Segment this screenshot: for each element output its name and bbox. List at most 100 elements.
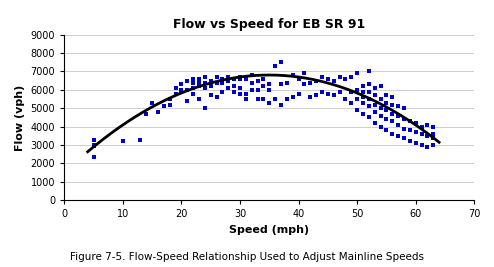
Point	[236, 86, 244, 90]
Point	[253, 88, 261, 92]
Point	[341, 97, 349, 101]
Point	[212, 75, 220, 79]
Point	[212, 95, 220, 99]
Point	[89, 155, 97, 159]
Point	[218, 90, 226, 94]
Point	[365, 115, 373, 120]
Point	[412, 141, 419, 145]
Point	[206, 78, 214, 83]
Point	[417, 143, 425, 147]
Point	[154, 110, 162, 114]
Point	[429, 124, 437, 129]
Point	[189, 80, 197, 85]
Point	[359, 90, 367, 94]
Y-axis label: Flow (vph): Flow (vph)	[15, 84, 25, 151]
Point	[382, 128, 390, 132]
Point	[388, 132, 396, 136]
Point	[277, 103, 285, 107]
Point	[365, 97, 373, 101]
Point	[359, 112, 367, 116]
Point	[300, 82, 308, 87]
Point	[236, 77, 244, 81]
Point	[376, 124, 384, 129]
Point	[195, 97, 203, 101]
Point	[335, 75, 343, 79]
Point	[376, 97, 384, 101]
Point	[306, 95, 314, 99]
Text: Figure 7-5. Flow-Speed Relationship Used to Adjust Mainline Speeds: Figure 7-5. Flow-Speed Relationship Used…	[70, 252, 424, 262]
Point	[394, 134, 402, 138]
Point	[324, 77, 332, 81]
Point	[206, 84, 214, 88]
Point	[136, 138, 144, 143]
Point	[376, 113, 384, 118]
Point	[230, 84, 238, 88]
Point	[347, 75, 355, 79]
X-axis label: Speed (mph): Speed (mph)	[229, 225, 309, 235]
Point	[412, 121, 419, 125]
Point	[423, 145, 431, 149]
Point	[288, 95, 296, 99]
Point	[277, 60, 285, 64]
Point	[388, 103, 396, 107]
Point	[406, 119, 414, 123]
Point	[119, 139, 127, 144]
Point	[247, 88, 255, 92]
Point	[148, 101, 156, 105]
Point	[382, 117, 390, 121]
Point	[195, 77, 203, 81]
Point	[329, 93, 337, 97]
Point	[312, 93, 320, 97]
Point	[347, 90, 355, 94]
Point	[160, 104, 168, 109]
Point	[306, 80, 314, 85]
Point	[177, 82, 185, 87]
Point	[417, 132, 425, 136]
Point	[353, 88, 361, 92]
Point	[265, 101, 273, 105]
Point	[224, 78, 232, 83]
Point	[365, 90, 373, 94]
Point	[365, 69, 373, 74]
Point	[394, 104, 402, 109]
Point	[359, 95, 367, 99]
Point	[400, 126, 408, 131]
Point	[230, 77, 238, 81]
Point	[341, 77, 349, 81]
Point	[218, 80, 226, 85]
Point	[271, 97, 279, 101]
Point	[89, 144, 97, 148]
Point	[365, 104, 373, 109]
Point	[189, 77, 197, 81]
Point	[329, 78, 337, 83]
Point	[429, 143, 437, 147]
Point	[183, 78, 191, 83]
Point	[253, 78, 261, 83]
Point	[429, 132, 437, 136]
Point	[335, 90, 343, 94]
Point	[394, 113, 402, 118]
Point	[236, 75, 244, 79]
Point	[406, 139, 414, 144]
Point	[382, 108, 390, 112]
Point	[247, 73, 255, 77]
Point	[242, 77, 250, 81]
Point	[318, 75, 326, 79]
Point	[429, 136, 437, 140]
Point	[165, 103, 173, 107]
Point	[370, 121, 378, 125]
Point	[142, 112, 150, 116]
Point	[277, 82, 285, 87]
Point	[400, 117, 408, 121]
Point	[195, 84, 203, 88]
Point	[324, 91, 332, 96]
Point	[224, 86, 232, 90]
Point	[165, 97, 173, 101]
Point	[283, 80, 291, 85]
Point	[400, 106, 408, 111]
Point	[294, 77, 302, 81]
Point	[423, 134, 431, 138]
Point	[370, 103, 378, 107]
Point	[195, 80, 203, 85]
Point	[400, 136, 408, 140]
